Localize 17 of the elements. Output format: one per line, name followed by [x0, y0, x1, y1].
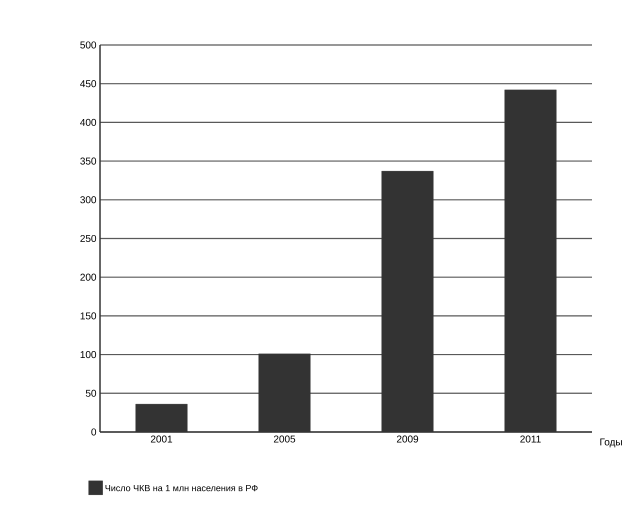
y-tick-label: 150: [80, 312, 96, 320]
y-tick-label: 100: [80, 351, 96, 358]
x-axis-title: Годы: [600, 438, 622, 448]
legend-label: Число ЧКВ на 1 млн населения в РФ: [106, 484, 258, 492]
y-tick-label: 500: [80, 41, 96, 49]
y-tick-label: 400: [80, 118, 96, 126]
y-tick-label: 300: [80, 196, 96, 204]
y-tick-label: 200: [80, 274, 96, 281]
y-tick-label: 50: [86, 390, 96, 397]
x-tick-label: 2011: [520, 436, 541, 443]
x-tick-label: 2009: [396, 436, 418, 443]
x-tick-label: 2005: [274, 436, 296, 443]
y-tick-label: 350: [80, 158, 96, 165]
y-tick-label: 450: [80, 80, 96, 88]
y-tick-label: 250: [80, 234, 96, 242]
y-tick-label: 0: [91, 428, 96, 436]
x-tick-label: 2001: [150, 436, 172, 443]
